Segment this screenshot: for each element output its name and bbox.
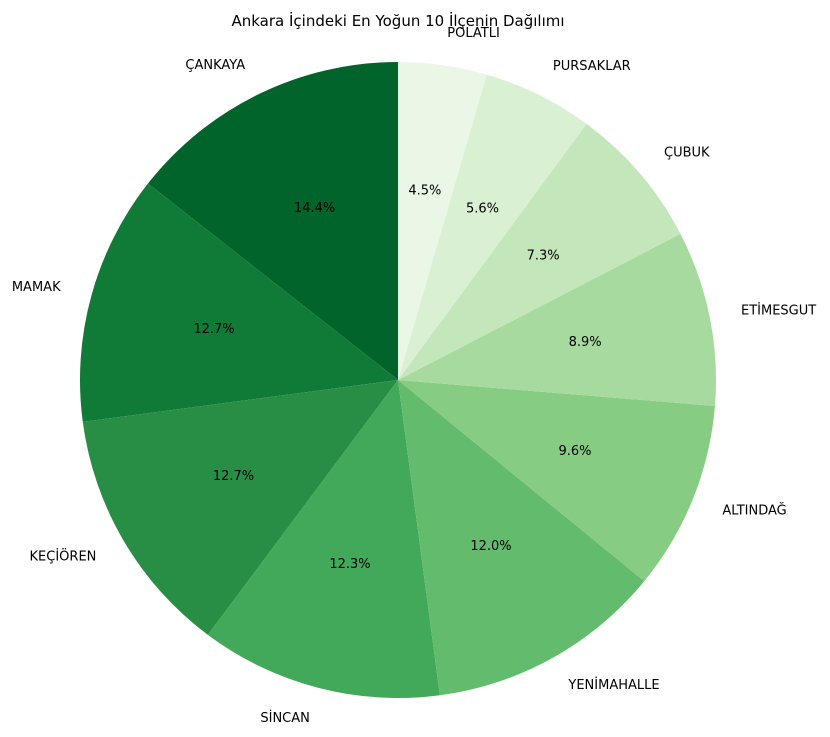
pie-slice-etimesgut bbox=[398, 233, 717, 406]
slice-label-yenimahalle: YENİMAHALLE bbox=[567, 677, 659, 693]
slice-percent-mamak: 12.7% bbox=[193, 322, 234, 337]
slice-label-cankaya: ÇANKAYA bbox=[185, 58, 245, 73]
slice-label-kecioren: KEÇİÖREN bbox=[30, 548, 97, 565]
slice-label-pursaklar: PURSAKLAR bbox=[553, 59, 631, 74]
slice-label-polatli: POLATLI bbox=[447, 26, 500, 41]
slice-percent-yenimahalle: 12.0% bbox=[470, 539, 511, 554]
slice-percent-pursaklar: 5.6% bbox=[466, 201, 499, 216]
slice-percent-etimesgut: 8.9% bbox=[569, 335, 602, 350]
pie-slice-altindag bbox=[398, 380, 715, 582]
slice-percent-sincan: 12.3% bbox=[329, 557, 370, 572]
slice-label-cubuk: ÇUBUK bbox=[664, 145, 710, 160]
slice-label-sincan: SİNCAN bbox=[260, 710, 310, 726]
slice-label-altindag: ALTINDAĞ bbox=[722, 502, 786, 518]
slice-label-mamak: MAMAK bbox=[12, 280, 61, 295]
pie-slice-pursaklar bbox=[398, 74, 587, 380]
pie-slice-cankaya bbox=[147, 62, 398, 380]
slice-percent-cubuk: 7.3% bbox=[527, 249, 560, 264]
slice-percent-altindag: 9.6% bbox=[558, 444, 591, 459]
chart-title: Ankara İçindeki En Yoğun 10 İlçenin Dağı… bbox=[231, 11, 564, 30]
pie-slice-polatli bbox=[398, 62, 487, 380]
slice-label-etimesgut: ETİMESGUT bbox=[741, 303, 816, 319]
slice-percent-kecioren: 12.7% bbox=[213, 469, 254, 484]
slice-percent-cankaya: 14.4% bbox=[294, 201, 335, 216]
pie-slice-cubuk bbox=[398, 123, 681, 380]
pie-slice-mamak bbox=[79, 183, 399, 422]
slice-percent-polatli: 4.5% bbox=[408, 184, 441, 199]
pie-slice-sincan bbox=[207, 380, 440, 699]
pie-slice-kecioren bbox=[82, 380, 398, 635]
pie-slice-yenimahalle bbox=[398, 380, 645, 696]
